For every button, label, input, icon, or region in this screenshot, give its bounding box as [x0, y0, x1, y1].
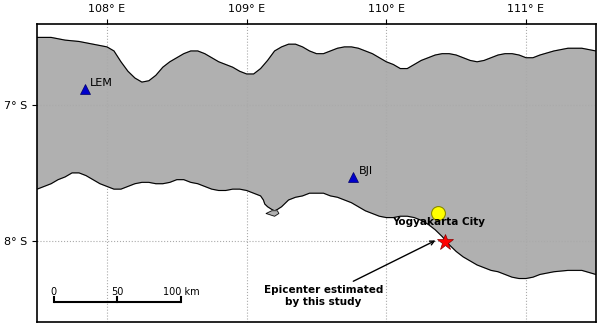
Text: 50: 50: [111, 287, 124, 297]
Text: Yogyakarta City: Yogyakarta City: [392, 217, 485, 227]
Text: Epicenter estimated
by this study: Epicenter estimated by this study: [264, 241, 434, 307]
Text: LEM: LEM: [90, 78, 113, 88]
Text: 100 km: 100 km: [163, 287, 199, 297]
Polygon shape: [266, 211, 279, 216]
Polygon shape: [37, 37, 596, 278]
Text: 0: 0: [51, 287, 57, 297]
Text: BJI: BJI: [358, 166, 373, 176]
